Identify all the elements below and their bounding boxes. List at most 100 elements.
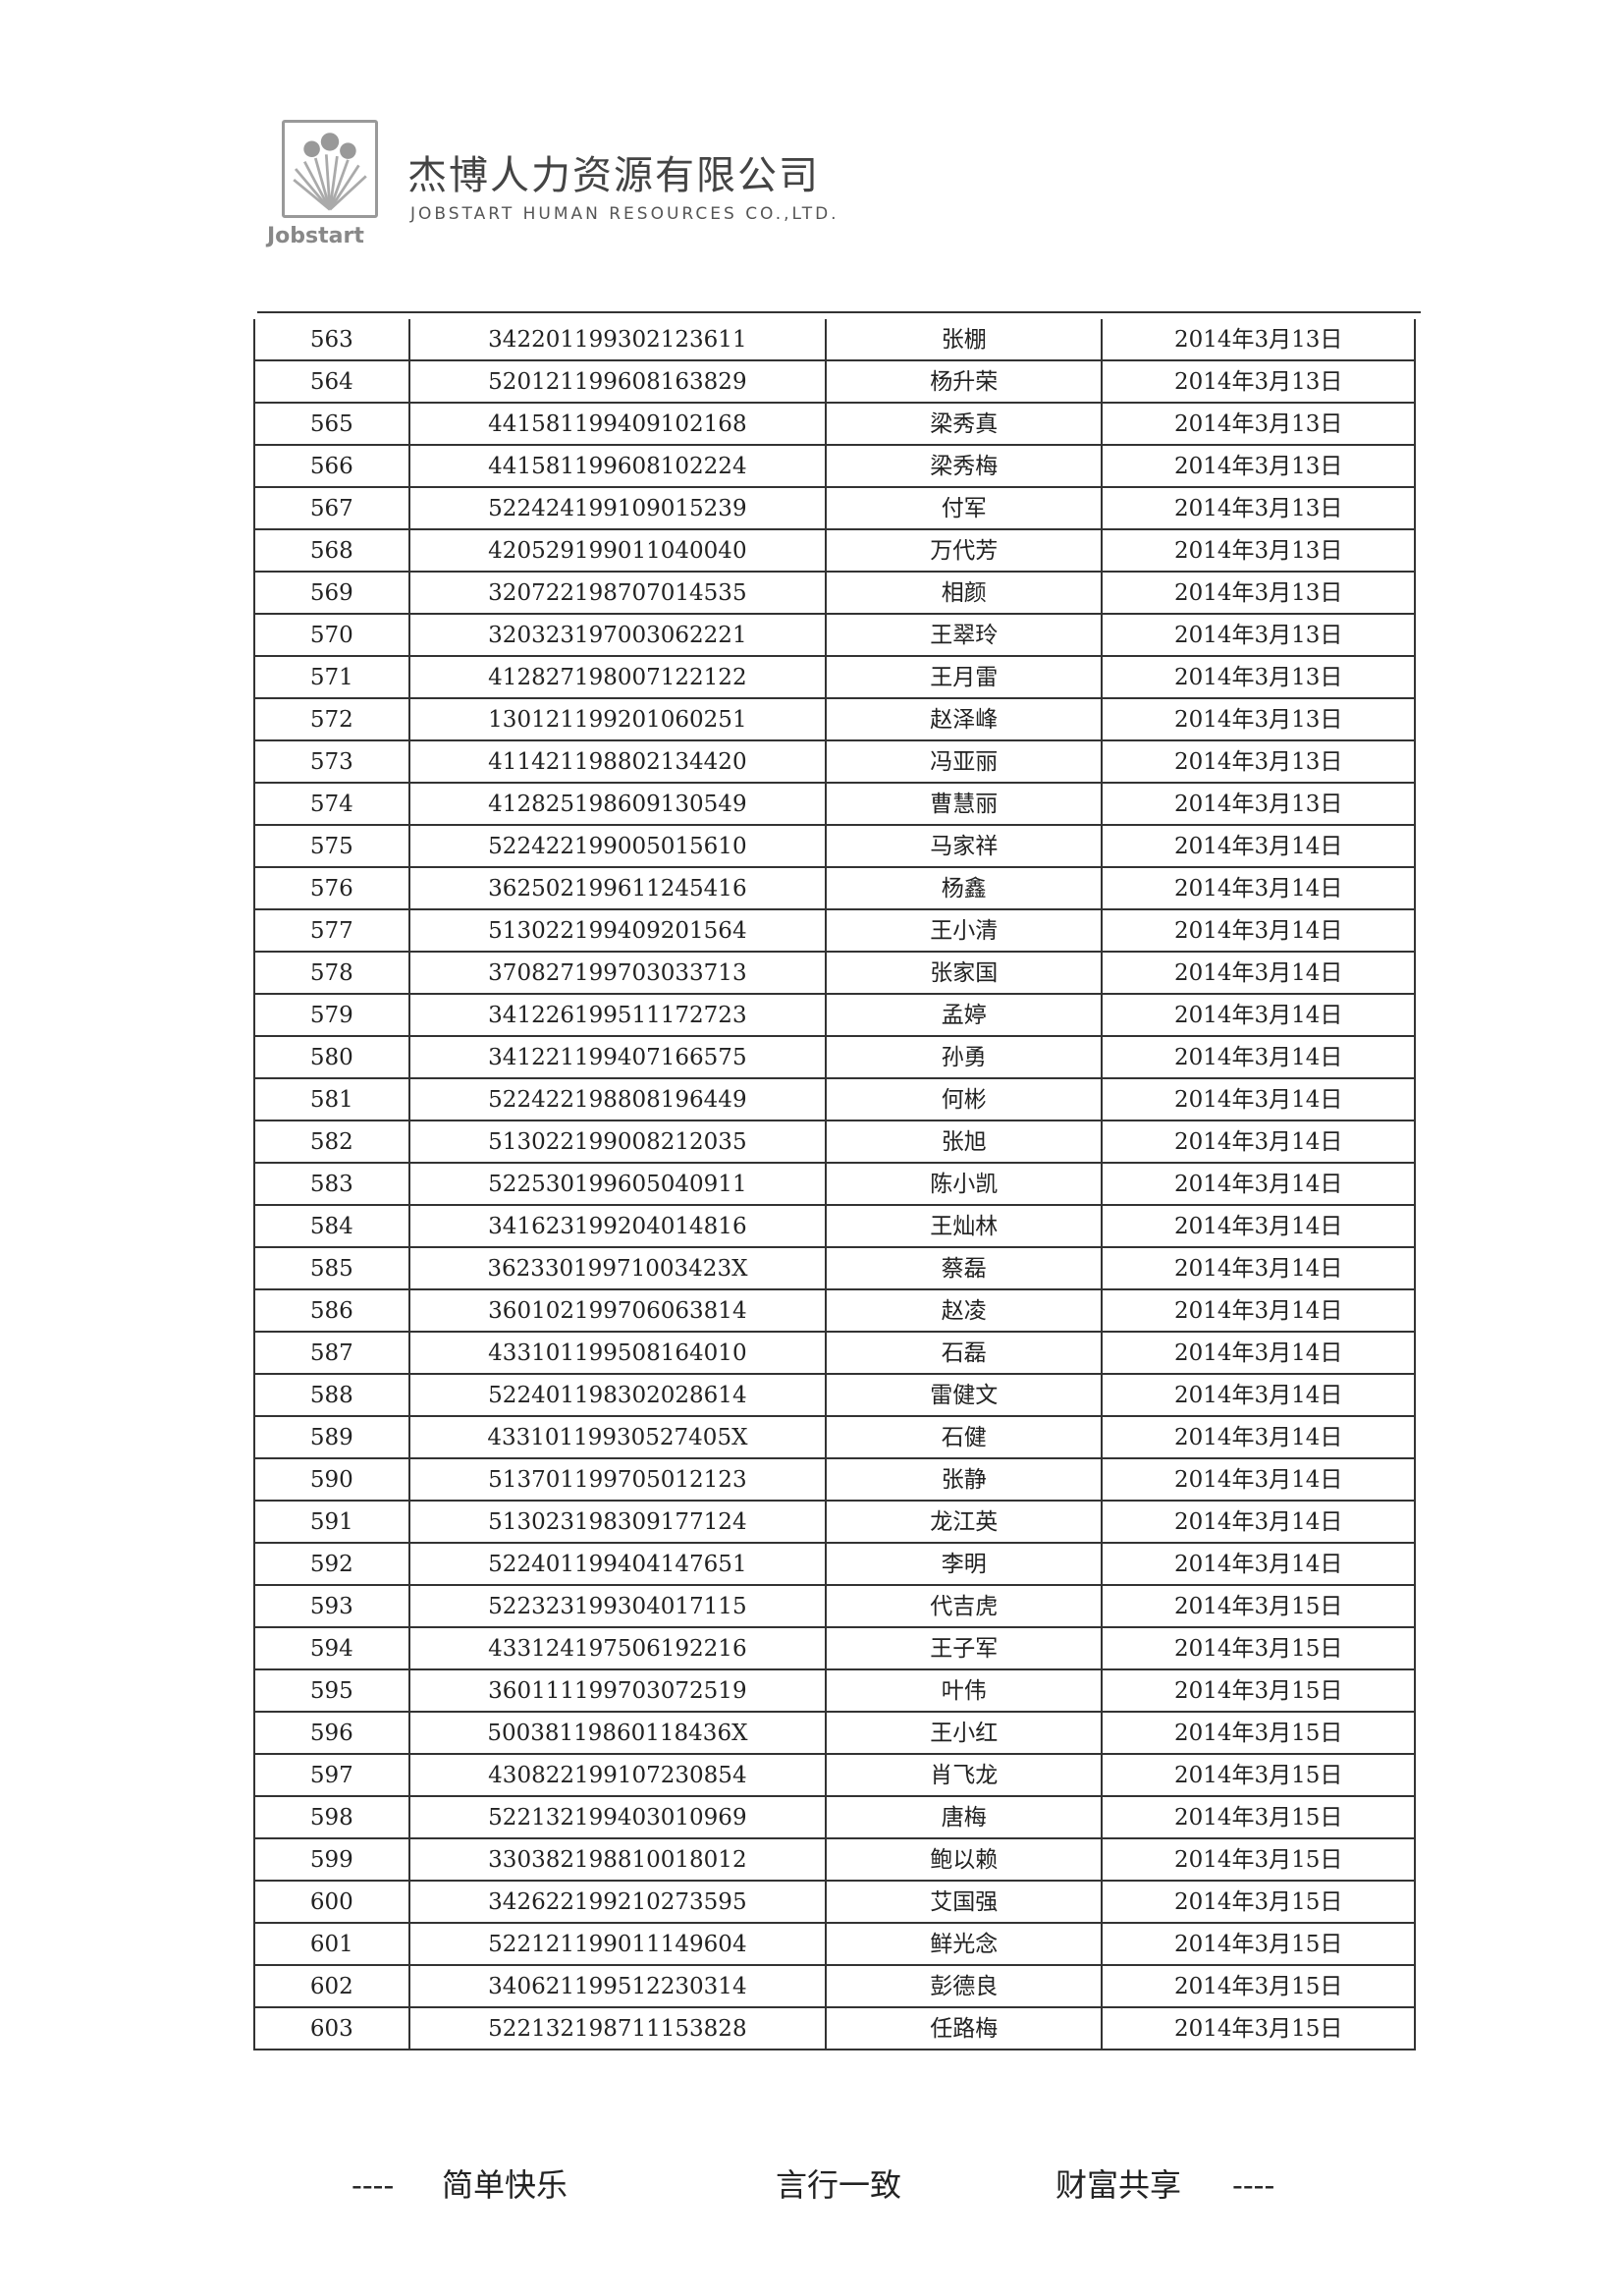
id-number-cell: 50038119860118436X [407, 1711, 828, 1755]
id-number-cell: 43310119930527405X [407, 1415, 828, 1459]
person-name-cell: 万代芳 [825, 528, 1104, 573]
person-name-cell: 陈小凯 [825, 1162, 1104, 1206]
table-row: 599 330382198810018012 鲍以赖 2014年3月15日 [253, 1837, 1416, 1882]
person-name-cell: 付军 [825, 486, 1104, 530]
registration-table: 563 342201199302123611 张棚 2014年3月13日 564 5201… [253, 319, 1416, 2050]
row-number-cell: 582 [253, 1120, 410, 1164]
person-name-cell: 鲜光念 [825, 1922, 1104, 1966]
id-number-cell: 340621199512230314 [407, 1964, 828, 2008]
person-name-cell: 赵凌 [825, 1288, 1104, 1333]
row-number-cell: 595 [253, 1668, 410, 1713]
id-number-cell: 522323199304017115 [407, 1584, 828, 1628]
row-number-cell: 591 [253, 1500, 410, 1544]
table-row: 589 43310119930527405X 石健 2014年3月14日 [253, 1415, 1416, 1459]
person-name-cell: 马家祥 [825, 824, 1104, 868]
table-row: 597 430822199107230854 肖飞龙 2014年3月15日 [253, 1753, 1416, 1797]
row-number-cell: 590 [253, 1457, 410, 1502]
person-name-cell: 王子军 [825, 1626, 1104, 1670]
row-number-cell: 583 [253, 1162, 410, 1206]
id-number-cell: 513701199705012123 [407, 1457, 828, 1502]
person-name-cell: 杨鑫 [825, 866, 1104, 910]
person-name-cell: 李明 [825, 1542, 1104, 1586]
id-number-cell: 513022199409201564 [407, 908, 828, 953]
date-cell: 2014年3月13日 [1101, 486, 1416, 530]
date-cell: 2014年3月14日 [1101, 908, 1416, 953]
person-name-cell: 张静 [825, 1457, 1104, 1502]
table-row: 586 360102199706063814 赵凌 2014年3月14日 [253, 1288, 1416, 1333]
row-number-cell: 576 [253, 866, 410, 910]
id-number-cell: 320323197003062221 [407, 613, 828, 657]
table-row: 579 341226199511172723 孟婷 2014年3月14日 [253, 993, 1416, 1037]
row-number-cell: 581 [253, 1077, 410, 1121]
id-number-cell: 522422199005015610 [407, 824, 828, 868]
id-number-cell: 130121199201060251 [407, 697, 828, 741]
date-cell: 2014年3月15日 [1101, 1711, 1416, 1755]
table-row: 598 522132199403010969 唐梅 2014年3月15日 [253, 1795, 1416, 1839]
person-name-cell: 孟婷 [825, 993, 1104, 1037]
table-row: 585 36233019971003423X 蔡磊 2014年3月14日 [253, 1246, 1416, 1290]
row-number-cell: 593 [253, 1584, 410, 1628]
row-number-cell: 603 [253, 2006, 410, 2050]
table-row: 572 130121199201060251 赵泽峰 2014年3月13日 [253, 697, 1416, 741]
person-name-cell: 雷健文 [825, 1373, 1104, 1417]
person-name-cell: 叶伟 [825, 1668, 1104, 1713]
date-cell: 2014年3月15日 [1101, 1837, 1416, 1882]
person-name-cell: 王小清 [825, 908, 1104, 953]
person-name-cell: 王小红 [825, 1711, 1104, 1755]
id-number-cell: 522530199605040911 [407, 1162, 828, 1206]
person-name-cell: 张旭 [825, 1120, 1104, 1164]
id-number-cell: 362502199611245416 [407, 866, 828, 910]
person-name-cell: 冯亚丽 [825, 739, 1104, 784]
id-number-cell: 341226199511172723 [407, 993, 828, 1037]
date-cell: 2014年3月14日 [1101, 1373, 1416, 1417]
date-cell: 2014年3月15日 [1101, 1964, 1416, 2008]
row-number-cell: 588 [253, 1373, 410, 1417]
date-cell: 2014年3月15日 [1101, 1922, 1416, 1966]
date-cell: 2014年3月13日 [1101, 697, 1416, 741]
table-row: 587 433101199508164010 石磊 2014年3月14日 [253, 1331, 1416, 1375]
id-number-cell: 441581199409102168 [407, 402, 828, 446]
row-number-cell: 567 [253, 486, 410, 530]
table-row: 595 360111199703072519 叶伟 2014年3月15日 [253, 1668, 1416, 1713]
date-cell: 2014年3月13日 [1101, 571, 1416, 615]
table-row: 566 441581199608102224 梁秀梅 2014年3月13日 [253, 444, 1416, 488]
id-number-cell: 320722198707014535 [407, 571, 828, 615]
person-name-cell: 肖飞龙 [825, 1753, 1104, 1797]
person-name-cell: 相颜 [825, 571, 1104, 615]
id-number-cell: 522401199404147651 [407, 1542, 828, 1586]
row-number-cell: 589 [253, 1415, 410, 1459]
table-row: 583 522530199605040911 陈小凯 2014年3月14日 [253, 1162, 1416, 1206]
row-number-cell: 600 [253, 1880, 410, 1924]
id-number-cell: 342622199210273595 [407, 1880, 828, 1924]
row-number-cell: 575 [253, 824, 410, 868]
id-number-cell: 370827199703033713 [407, 951, 828, 995]
row-number-cell: 601 [253, 1922, 410, 1966]
table-row: 575 522422199005015610 马家祥 2014年3月14日 [253, 824, 1416, 868]
date-cell: 2014年3月15日 [1101, 2006, 1416, 2050]
row-number-cell: 596 [253, 1711, 410, 1755]
row-number-cell: 574 [253, 782, 410, 826]
table-row: 602 340621199512230314 彭德良 2014年3月15日 [253, 1964, 1416, 2008]
table-row: 574 412825198609130549 曹慧丽 2014年3月13日 [253, 782, 1416, 826]
footer-dash-right: ---- [1232, 2166, 1275, 2204]
date-cell: 2014年3月14日 [1101, 993, 1416, 1037]
row-number-cell: 566 [253, 444, 410, 488]
row-number-cell: 602 [253, 1964, 410, 2008]
date-cell: 2014年3月13日 [1101, 402, 1416, 446]
slogan-2: 言行一致 [776, 2166, 902, 2204]
table-row: 600 342622199210273595 艾国强 2014年3月15日 [253, 1880, 1416, 1924]
person-name-cell: 艾国强 [825, 1880, 1104, 1924]
row-number-cell: 573 [253, 739, 410, 784]
table-row: 578 370827199703033713 张家国 2014年3月14日 [253, 951, 1416, 995]
date-cell: 2014年3月14日 [1101, 1288, 1416, 1333]
person-name-cell: 梁秀梅 [825, 444, 1104, 488]
table-row: 571 412827198007122122 王月雷 2014年3月13日 [253, 655, 1416, 699]
id-number-cell: 360111199703072519 [407, 1668, 828, 1713]
row-number-cell: 571 [253, 655, 410, 699]
row-number-cell: 598 [253, 1795, 410, 1839]
date-cell: 2014年3月15日 [1101, 1880, 1416, 1924]
row-number-cell: 597 [253, 1753, 410, 1797]
table-row: 601 522121199011149604 鲜光念 2014年3月15日 [253, 1922, 1416, 1966]
table-row: 577 513022199409201564 王小清 2014年3月14日 [253, 908, 1416, 953]
person-name-cell: 石磊 [825, 1331, 1104, 1375]
